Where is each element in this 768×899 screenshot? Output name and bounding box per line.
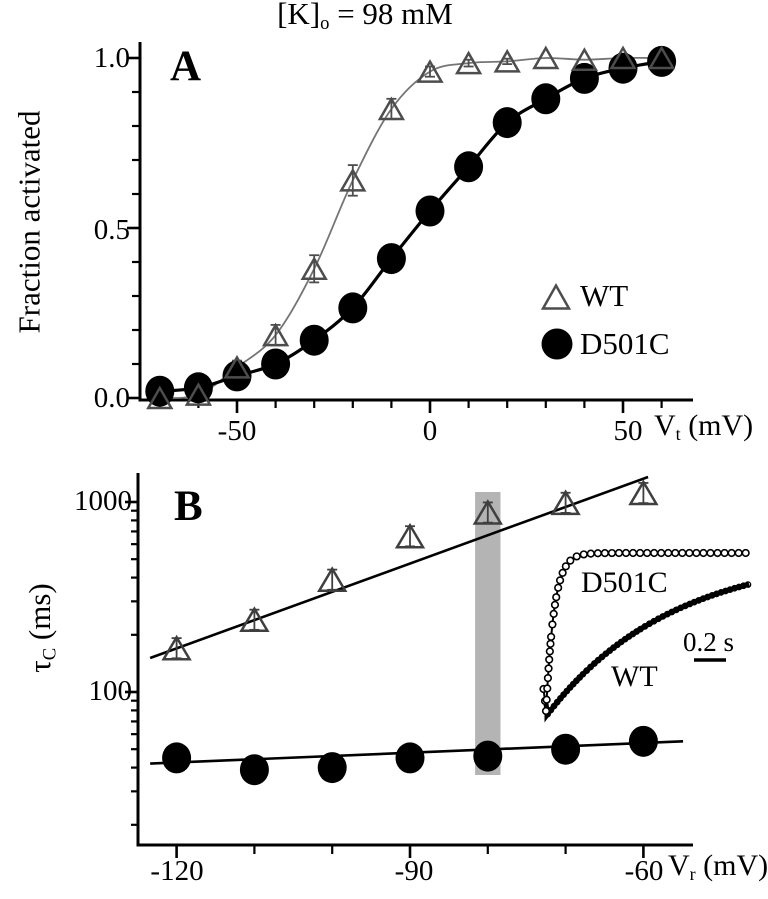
panel-b-ylabel-unit: (ms) [22,583,58,648]
panel-a-ytick-0.5: 0.5 [93,214,130,246]
inset-wt-label: WT [611,660,658,693]
panel-b-xtick--120: -120 [150,855,204,887]
legend-d501c-label: D501C [580,326,670,361]
title-bracket: [K] [277,0,321,31]
figure-title: [K]o = 98 mM [150,0,580,34]
panel-a-label: A [170,43,202,90]
panel-a-xtick-0: 0 [422,415,438,447]
panel-a-xaxis-label: Vt (mV) [654,410,753,444]
panel-b-ytick-100: 100 [88,675,133,707]
inset-scalebar-label: 0.2 s [683,627,735,657]
title-rest: = 98 mM [329,0,453,31]
panel-b-ylabel: τC (ms) [22,583,61,673]
panel-a-xtick-50: 50 [613,415,643,447]
panel-a-ytick-0.0: 0.0 [93,382,130,414]
inset-d501c-label: D501C [581,566,668,599]
panel-a-xlabel-main: V [654,409,676,442]
panel-b-xlabel-unit: (mV) [695,849,768,882]
panel-b-xtick--60: -60 [624,855,664,887]
panel-a-xtick--50: -50 [217,415,257,447]
panel-b-xaxis-label: Vr (mV) [668,850,768,884]
panel-b-ylabel-main: τ [22,660,58,673]
panel-b-label: B [174,483,203,530]
panel-b-xlabel-sub: r [689,864,696,885]
panel-b-xtick--90: -90 [394,855,434,887]
panel-b-ylabel-sub: C [39,647,61,661]
panel-b-xlabel-main: V [668,849,690,882]
title-subscript: o [320,13,330,35]
panel-a-xlabel-sub: t [675,424,681,445]
panel-b-ytick-1000: 1000 [74,485,132,517]
panel-a-ytick-1.0: 1.0 [93,42,130,74]
panel-a-xlabel-unit: (mV) [680,409,754,442]
panel-a-ylabel: Fraction activated [11,110,47,334]
legend-wt-label: WT [580,278,629,313]
